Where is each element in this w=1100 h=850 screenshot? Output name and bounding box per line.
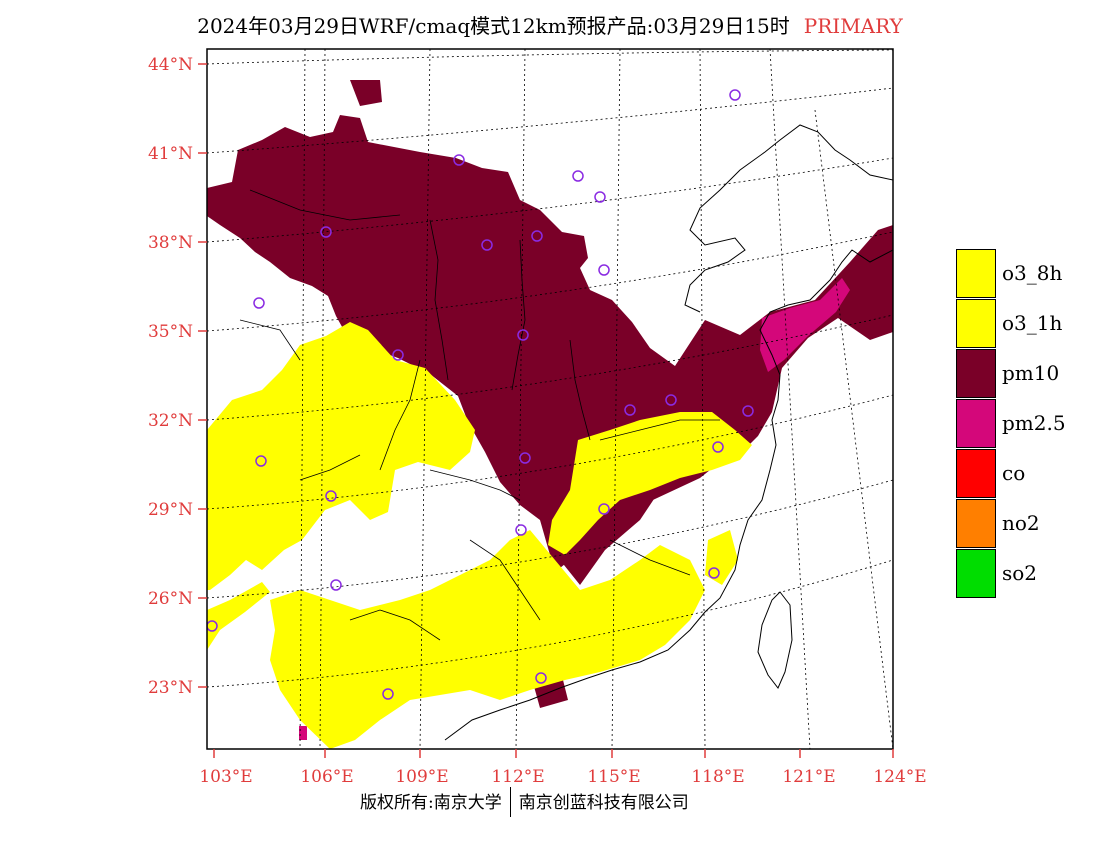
o3-region-fujian: [705, 530, 738, 585]
lat-label: 35°N: [148, 322, 193, 342]
station-marker: [481, 239, 493, 251]
station-marker: [708, 567, 720, 579]
station-marker: [517, 329, 529, 341]
taiwan-outline: [757, 591, 793, 689]
station-marker: [624, 404, 636, 416]
map-content: [207, 49, 893, 749]
pm25-patch: [299, 726, 307, 740]
lat-axis: [198, 63, 207, 688]
lon-label: 115°E: [587, 767, 640, 787]
station-marker: [519, 452, 531, 464]
station-marker: [320, 226, 332, 238]
station-marker: [255, 455, 267, 467]
station-marker: [742, 405, 754, 417]
credit-left: 版权所有:南京大学: [360, 793, 502, 813]
o3-region-far-west: [207, 582, 270, 650]
lon-label: 121°E: [782, 767, 835, 787]
station-marker: [515, 524, 527, 536]
legend-swatch: [956, 249, 996, 298]
lon-labels: 103°E 106°E 109°E 112°E 115°E 118°E 121°…: [199, 767, 926, 787]
lon-label: 124°E: [873, 767, 926, 787]
coastline-east: [444, 249, 893, 741]
pm25-region: [760, 278, 850, 372]
map-frame: [206, 48, 894, 750]
pm10-patch-southeast: [560, 470, 660, 585]
station-marker: [382, 688, 394, 700]
station-marker: [253, 297, 265, 309]
lat-label: 41°N: [148, 144, 193, 164]
legend-label: co: [1002, 461, 1026, 485]
legend-swatch: [956, 499, 996, 548]
legend-label: no2: [1002, 511, 1040, 535]
legend-swatch: [956, 399, 996, 448]
lat-label: 44°N: [148, 55, 193, 75]
legend-swatch: [956, 549, 996, 598]
coastline-north: [684, 124, 893, 313]
o3-region-west: [207, 322, 475, 590]
legend-label: so2: [1002, 561, 1038, 585]
station-marker: [665, 394, 677, 406]
lon-label: 112°E: [491, 767, 544, 787]
credit-right: 南京创蓝科技有限公司: [518, 793, 689, 813]
station-marker: [598, 264, 610, 276]
legend-swatch: [956, 349, 996, 398]
legend-label: pm2.5: [1002, 411, 1066, 435]
station-marker: [729, 89, 741, 101]
lon-label: 109°E: [395, 767, 448, 787]
station-marker: [572, 170, 584, 182]
lat-label: 29°N: [148, 500, 193, 520]
lat-label: 32°N: [148, 411, 193, 431]
o3-region-south: [270, 530, 705, 749]
station-marker: [392, 349, 404, 361]
provincial-borders: [239, 189, 720, 641]
lat-label: 26°N: [148, 589, 193, 609]
title-main: 2024年03月29日WRF/cmaq模式12km预报产品:03月29日15时: [197, 14, 790, 38]
station-marker: [598, 503, 610, 515]
legend-label: pm10: [1002, 361, 1060, 385]
lon-label: 118°E: [691, 767, 744, 787]
pm10-patch-north: [350, 80, 382, 106]
legend-swatch: [956, 299, 996, 348]
lat-labels: 44°N 41°N 38°N 35°N 32°N 29°N 26°N 23°N: [148, 55, 193, 698]
station-marker: [207, 620, 218, 632]
legend-swatch: [956, 449, 996, 498]
station-marker: [531, 230, 543, 242]
copyright-credit: 版权所有:南京大学 南京创蓝科技有限公司: [360, 786, 689, 819]
graticule: [207, 49, 893, 749]
station-marker: [330, 579, 342, 591]
station-marker: [453, 154, 465, 166]
station-markers: [207, 89, 754, 700]
lat-label: 38°N: [148, 233, 193, 253]
o3-region-east: [548, 412, 752, 555]
chart-title: 2024年03月29日WRF/cmaq模式12km预报产品:03月29日15时 P…: [0, 10, 1100, 39]
station-marker: [594, 191, 606, 203]
lat-label: 23°N: [148, 678, 193, 698]
station-marker: [712, 441, 724, 453]
lon-label: 103°E: [199, 767, 252, 787]
legend-label: o3_1h: [1002, 311, 1063, 335]
station-marker: [325, 490, 337, 502]
title-primary-tag: PRIMARY: [803, 14, 903, 38]
station-marker: [535, 672, 547, 684]
credit-separator: [509, 786, 511, 817]
legend-label: o3_8h: [1002, 261, 1063, 285]
lon-label: 106°E: [300, 767, 353, 787]
lon-axis: [213, 749, 894, 758]
